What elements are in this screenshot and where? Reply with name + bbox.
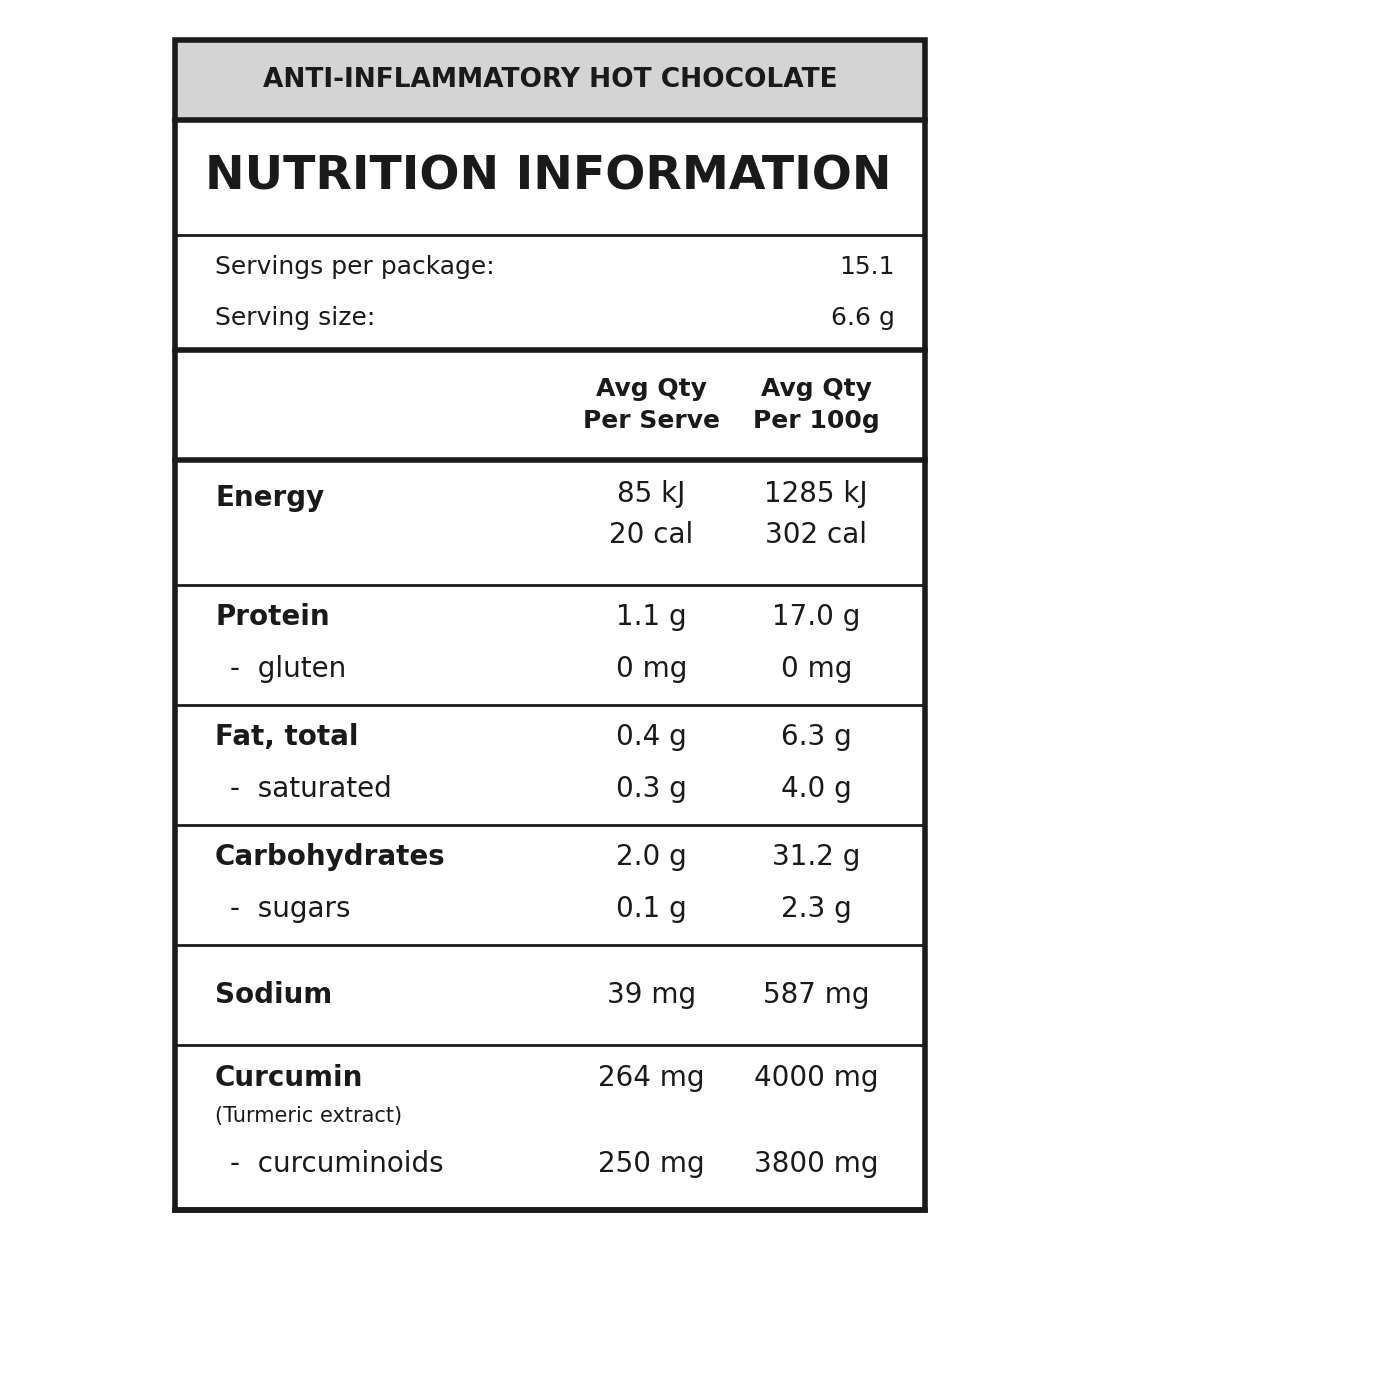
Text: -  saturated: - saturated bbox=[230, 776, 392, 804]
Text: Avg Qty
Per Serve: Avg Qty Per Serve bbox=[582, 377, 720, 433]
Text: -  curcuminoids: - curcuminoids bbox=[230, 1149, 444, 1177]
Text: -  sugars: - sugars bbox=[230, 895, 350, 923]
Text: Protein: Protein bbox=[216, 603, 329, 631]
Bar bbox=[175, 41, 925, 1210]
Text: 302 cal: 302 cal bbox=[766, 521, 867, 549]
Text: 1.1 g: 1.1 g bbox=[616, 603, 686, 631]
Text: 31.2 g: 31.2 g bbox=[771, 843, 861, 871]
Text: 250 mg: 250 mg bbox=[598, 1149, 704, 1177]
Text: 0 mg: 0 mg bbox=[781, 655, 853, 683]
Text: NUTRITION INFORMATION: NUTRITION INFORMATION bbox=[204, 155, 892, 200]
Text: 85 kJ: 85 kJ bbox=[617, 480, 686, 508]
Text: 0.4 g: 0.4 g bbox=[616, 724, 686, 752]
Text: Carbohydrates: Carbohydrates bbox=[216, 843, 445, 871]
Text: 587 mg: 587 mg bbox=[763, 981, 869, 1009]
Text: 15.1: 15.1 bbox=[840, 255, 895, 279]
Text: 0.1 g: 0.1 g bbox=[616, 895, 686, 923]
Text: -  gluten: - gluten bbox=[230, 655, 346, 683]
Text: 2.3 g: 2.3 g bbox=[781, 895, 851, 923]
Text: Fat, total: Fat, total bbox=[216, 724, 358, 752]
Text: 4000 mg: 4000 mg bbox=[755, 1064, 879, 1092]
Text: 264 mg: 264 mg bbox=[598, 1064, 704, 1092]
Text: 6.6 g: 6.6 g bbox=[832, 305, 895, 330]
Text: 0.3 g: 0.3 g bbox=[616, 776, 686, 804]
Text: 3800 mg: 3800 mg bbox=[755, 1149, 879, 1177]
Text: 4.0 g: 4.0 g bbox=[781, 776, 851, 804]
Text: Energy: Energy bbox=[216, 483, 325, 511]
Text: Serving size:: Serving size: bbox=[216, 305, 375, 330]
Text: Avg Qty
Per 100g: Avg Qty Per 100g bbox=[753, 377, 879, 433]
Bar bbox=[175, 41, 925, 120]
Text: Servings per package:: Servings per package: bbox=[216, 255, 494, 279]
Text: 39 mg: 39 mg bbox=[606, 981, 696, 1009]
Text: 1285 kJ: 1285 kJ bbox=[764, 480, 868, 508]
Text: Curcumin: Curcumin bbox=[216, 1064, 364, 1092]
Text: ANTI-INFLAMMATORY HOT CHOCOLATE: ANTI-INFLAMMATORY HOT CHOCOLATE bbox=[263, 67, 837, 92]
Text: 17.0 g: 17.0 g bbox=[771, 603, 861, 631]
Text: 20 cal: 20 cal bbox=[609, 521, 693, 549]
Text: 6.3 g: 6.3 g bbox=[781, 724, 851, 752]
Text: 0 mg: 0 mg bbox=[616, 655, 687, 683]
Text: (Turmeric extract): (Turmeric extract) bbox=[216, 1106, 402, 1126]
Text: Sodium: Sodium bbox=[216, 981, 332, 1009]
Text: 2.0 g: 2.0 g bbox=[616, 843, 686, 871]
